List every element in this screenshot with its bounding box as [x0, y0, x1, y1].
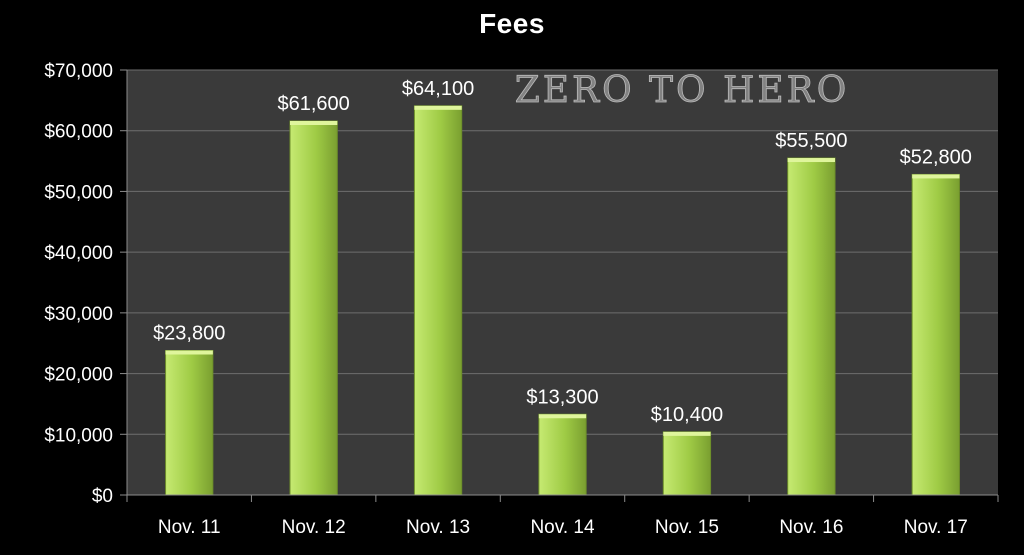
data-label: $64,100	[402, 78, 474, 100]
x-tick-label: Nov. 11	[158, 517, 221, 538]
x-tick-label: Nov. 14	[530, 517, 595, 538]
bar-top-highlight	[912, 174, 960, 179]
data-label: $13,300	[526, 386, 598, 408]
axes: $0 $10,000 $20,000 $30,000 $40,000 $50,000 $60…	[44, 61, 999, 538]
y-tick-label: $50,000	[44, 182, 113, 203]
bar	[787, 157, 836, 496]
data-label: $52,800	[900, 146, 972, 168]
data-label: $55,500	[775, 130, 847, 152]
bar-top-highlight	[538, 414, 587, 419]
bar-top-highlight	[414, 105, 462, 110]
bar	[165, 350, 214, 496]
y-tick-label: $20,000	[44, 365, 113, 386]
y-tick-label: $0	[92, 486, 113, 507]
x-tick-label: Nov. 15	[655, 517, 719, 538]
bar	[662, 431, 712, 496]
bar	[413, 105, 463, 496]
gridlines	[127, 69, 998, 435]
data-label: $61,600	[277, 93, 349, 115]
bar-top-highlight	[290, 121, 338, 125]
data-label: $23,800	[153, 323, 225, 345]
x-tick-label: Nov. 12	[282, 517, 346, 538]
data-label: $10,400	[651, 404, 723, 426]
y-tick-label: $30,000	[44, 304, 113, 325]
bar-top-highlight	[165, 350, 213, 355]
y-tick-label: $60,000	[44, 122, 113, 143]
bar	[289, 120, 338, 496]
y-tick-label: $70,000	[44, 61, 113, 82]
bar-top-highlight	[663, 431, 711, 436]
chart-title: Fees	[479, 8, 545, 39]
bars	[165, 105, 960, 496]
bar	[911, 173, 960, 496]
y-tick-label: $10,000	[44, 425, 113, 446]
x-tick-label: Nov. 17	[904, 517, 968, 538]
watermark-text: ZERO TO HERO	[515, 70, 850, 111]
x-tick-label: Nov. 13	[406, 517, 470, 538]
x-tick-label: Nov. 16	[779, 517, 843, 538]
bar-top-highlight	[787, 158, 835, 163]
data-labels: $23,800 $61,600 $64,100 $13,300 $10,400 $55,5…	[153, 78, 972, 426]
bar	[538, 413, 587, 496]
y-tick-label: $40,000	[44, 243, 113, 264]
